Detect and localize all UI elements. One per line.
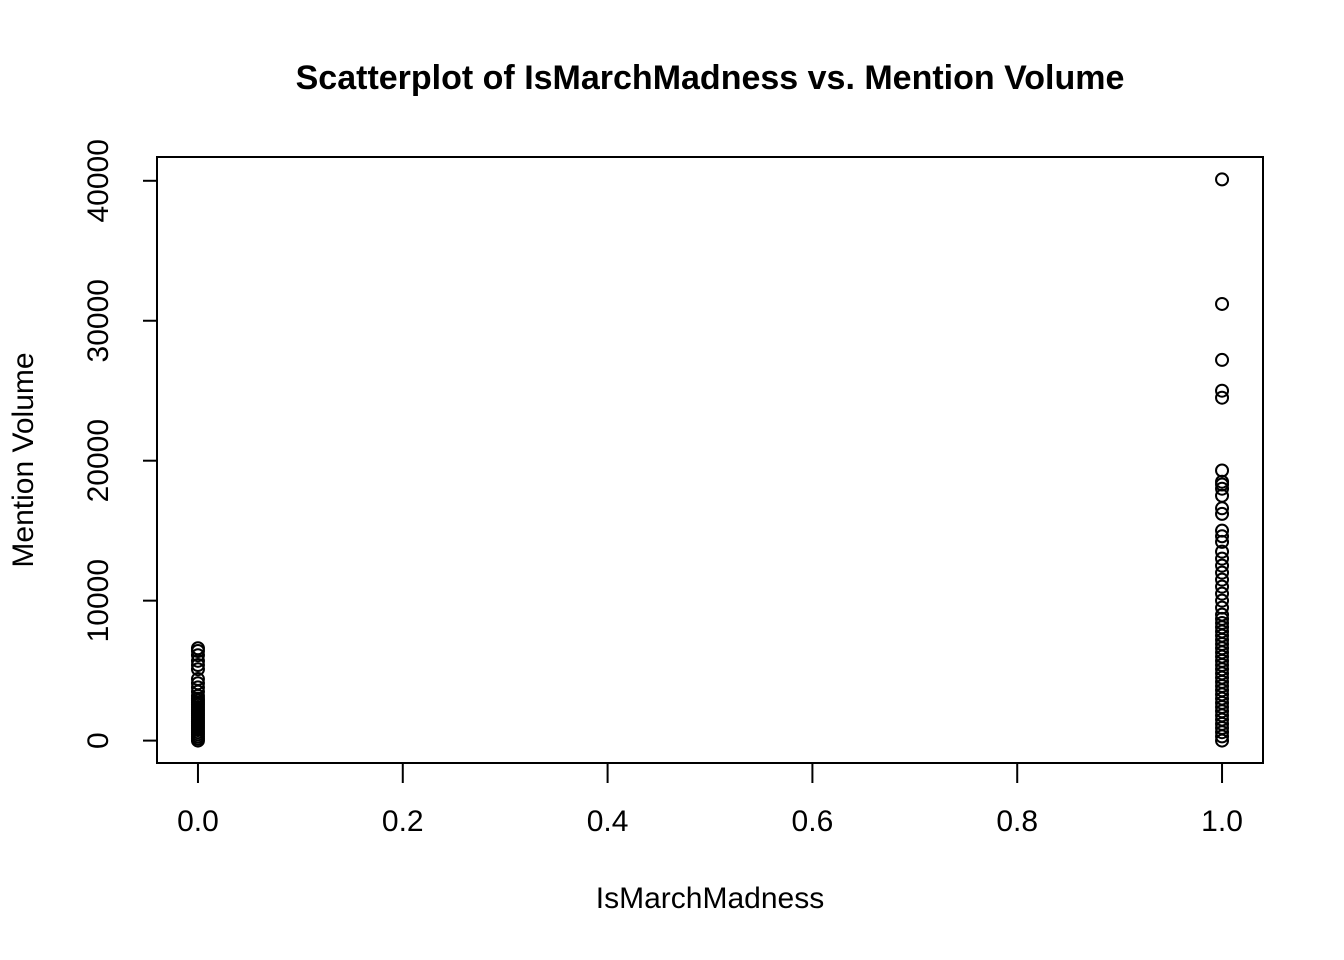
point <box>1215 463 1230 478</box>
point <box>1215 607 1230 622</box>
point <box>1215 593 1230 608</box>
x-tick-label: 0.4 <box>587 805 629 838</box>
point <box>1215 481 1230 496</box>
x-tick-label: 0.6 <box>792 805 834 838</box>
point <box>1215 565 1230 580</box>
point <box>1215 544 1230 559</box>
y-tick-label: 30000 <box>82 279 115 362</box>
point <box>1215 586 1230 601</box>
x-axis-label: IsMarchMadness <box>596 882 824 915</box>
point <box>190 672 205 687</box>
point <box>1215 616 1230 631</box>
point <box>1215 529 1230 544</box>
point <box>190 676 205 691</box>
y-tick-label: 20000 <box>82 419 115 502</box>
y-tick-label: 0 <box>82 732 115 749</box>
point <box>1215 172 1230 187</box>
point <box>190 662 205 677</box>
point <box>190 658 205 673</box>
x-tick-label: 1.0 <box>1201 805 1243 838</box>
y-axis-label: Mention Volume <box>7 352 40 567</box>
point <box>1215 572 1230 587</box>
x-tick-label: 0.0 <box>177 805 219 838</box>
point <box>1215 390 1230 405</box>
y-tick-label: 10000 <box>82 559 115 642</box>
point <box>1215 600 1230 615</box>
y-tick-label: 40000 <box>82 139 115 222</box>
point <box>190 641 205 656</box>
point <box>1215 579 1230 594</box>
point <box>1215 296 1230 311</box>
point <box>1215 352 1230 367</box>
point <box>1215 506 1230 521</box>
chart-title: Scatterplot of IsMarchMadness vs. Mentio… <box>296 59 1125 97</box>
point <box>1215 558 1230 573</box>
x-tick-label: 0.8 <box>996 805 1038 838</box>
point <box>1215 551 1230 566</box>
point <box>190 648 205 663</box>
point <box>1215 523 1230 538</box>
x-tick-label: 0.2 <box>382 805 424 838</box>
point <box>190 680 205 695</box>
point <box>1215 383 1230 398</box>
